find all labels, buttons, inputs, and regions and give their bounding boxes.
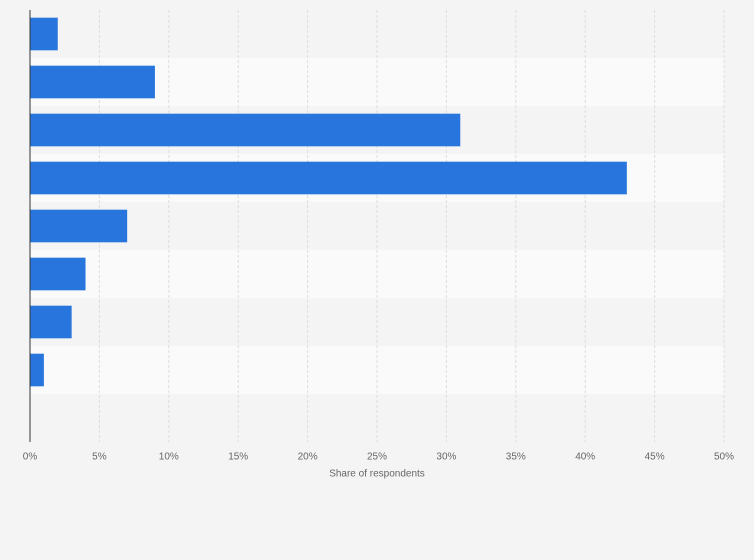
x-tick-label: 40% bbox=[575, 452, 595, 463]
x-tick-label: 50% bbox=[714, 452, 734, 463]
x-tick-label: 5% bbox=[92, 452, 107, 463]
bar bbox=[30, 17, 58, 51]
x-tick-label: 15% bbox=[228, 452, 248, 463]
bar bbox=[30, 209, 128, 243]
x-tick-label: 25% bbox=[367, 452, 387, 463]
bar bbox=[30, 161, 627, 195]
x-tick-label: 45% bbox=[645, 452, 665, 463]
bar bbox=[30, 305, 72, 339]
bar bbox=[30, 353, 44, 387]
bar bbox=[30, 65, 155, 99]
x-tick-label: 35% bbox=[506, 452, 526, 463]
bar bbox=[30, 257, 86, 291]
x-tick-label: 10% bbox=[159, 452, 179, 463]
x-tick-label: 20% bbox=[298, 452, 318, 463]
x-tick-label: 0% bbox=[23, 452, 38, 463]
x-axis-label: Share of respondents bbox=[329, 469, 425, 480]
bar bbox=[30, 113, 461, 147]
x-tick-label: 30% bbox=[436, 452, 456, 463]
